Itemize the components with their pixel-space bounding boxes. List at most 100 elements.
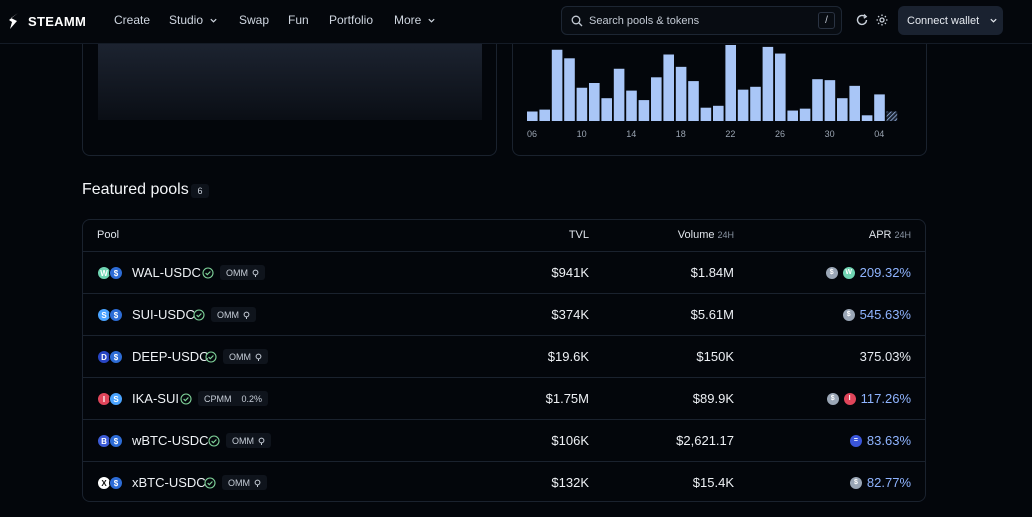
volume-bar[interactable] — [787, 110, 798, 121]
settings-icon[interactable] — [875, 13, 889, 27]
volume-bar[interactable] — [576, 87, 588, 121]
pool-pair-name[interactable]: wBTC-USDC — [132, 433, 209, 448]
pool-apr[interactable]: $ I 117.26% — [826, 391, 911, 406]
pool-type-badge: OMM — [222, 475, 267, 490]
volume-bar[interactable] — [700, 107, 712, 121]
x-tick-label: 10 — [577, 129, 587, 139]
volume-bar[interactable] — [527, 111, 538, 122]
volume-bar[interactable] — [601, 98, 612, 121]
table-row[interactable]: D $ DEEP-USDC OMM $19.6K $150K 375.03% — [83, 336, 925, 378]
nav-swap[interactable]: Swap — [239, 13, 269, 27]
token-icon: $ — [109, 434, 123, 448]
pool-type-label: OMM — [229, 351, 251, 362]
volume-bar[interactable] — [737, 89, 749, 121]
reward-token-icon: $ — [849, 476, 862, 489]
volume-bar[interactable] — [539, 109, 550, 121]
pair-token-icons: B $ — [97, 434, 125, 448]
pool-tvl: $374K — [551, 307, 589, 322]
quoter-icon — [254, 479, 261, 487]
volume-chart-panel: 06 10 14 18 22 26 30 04 — [512, 44, 927, 156]
table-row[interactable]: W $ WAL-USDC OMM $941K $1.84M $ W 209.32% — [83, 252, 925, 294]
search-input[interactable]: Search pools & tokens / — [561, 6, 842, 35]
pool-apr[interactable]: $ 545.63% — [842, 307, 911, 322]
nav-studio[interactable]: Studio — [169, 13, 218, 27]
col-apr-sub: 24H — [894, 230, 911, 240]
pool-pair-name[interactable]: SUI-USDC — [132, 307, 195, 322]
volume-bar[interactable] — [551, 49, 563, 121]
refresh-icon[interactable] — [855, 13, 869, 27]
volume-bar[interactable] — [688, 81, 699, 121]
pool-apr[interactable]: $ 82.77% — [849, 475, 911, 490]
nav-portfolio[interactable]: Portfolio — [329, 13, 373, 27]
volume-bar[interactable] — [663, 54, 674, 122]
volume-bar[interactable] — [589, 83, 600, 121]
volume-bar[interactable] — [775, 53, 786, 121]
pool-pair-name[interactable]: xBTC-USDC — [132, 475, 206, 490]
col-pool[interactable]: Pool — [97, 229, 120, 241]
volume-bar[interactable] — [638, 100, 650, 121]
pool-apr[interactable]: 375.03% — [860, 349, 911, 364]
volume-bar[interactable] — [651, 77, 662, 121]
pool-type-badge: OMM — [223, 349, 268, 364]
nav-studio-label: Studio — [169, 13, 204, 27]
volume-bar-pending[interactable] — [886, 111, 898, 122]
volume-bar[interactable] — [626, 90, 637, 121]
pool-apr[interactable]: = 83.63% — [849, 433, 911, 448]
table-row[interactable]: X $ xBTC-USDC OMM $132K $15.4K $ 82.77% — [83, 462, 925, 501]
table-row[interactable]: B $ wBTC-USDC OMM $106K $2,621.17 = 83.63… — [83, 420, 925, 462]
volume-bar[interactable] — [874, 94, 885, 121]
pool-tvl: $941K — [551, 265, 589, 280]
nav-portfolio-label: Portfolio — [329, 13, 374, 27]
volume-bar[interactable] — [713, 105, 724, 121]
nav-fun[interactable]: Fun — [288, 13, 309, 27]
token-icon: $ — [109, 476, 123, 490]
volume-bar[interactable] — [837, 98, 848, 121]
x-tick-label: 26 — [775, 129, 785, 139]
table-row[interactable]: S $ SUI-USDC OMM $374K $5.61M $ 545.63% — [83, 294, 925, 336]
connect-wallet-button[interactable]: Connect wallet — [898, 6, 1003, 35]
volume-bar[interactable] — [849, 85, 860, 121]
pool-type-label: OMM — [226, 267, 248, 278]
volume-bar[interactable] — [675, 66, 687, 121]
volume-bar[interactable] — [861, 115, 873, 121]
quoter-icon — [255, 353, 262, 361]
nav-swap-label: Swap — [239, 13, 270, 27]
col-tvl[interactable]: TVL — [568, 229, 589, 241]
x-tick-label: 18 — [676, 129, 686, 139]
pool-type-badge: OMM — [211, 307, 256, 322]
pool-apr[interactable]: $ W 209.32% — [825, 265, 911, 280]
nav-create[interactable]: Create — [114, 13, 150, 27]
volume-bar[interactable] — [812, 79, 823, 121]
volume-bar[interactable] — [762, 46, 774, 121]
pool-apr-value: 82.77% — [866, 475, 911, 490]
volume-bar[interactable] — [725, 45, 736, 121]
volume-bar[interactable] — [564, 58, 575, 121]
verified-check-icon — [208, 435, 220, 447]
x-tick-label: 14 — [626, 129, 636, 139]
brand-logo[interactable]: STEAMM — [8, 12, 86, 30]
pool-pair-name[interactable]: WAL-USDC — [132, 265, 201, 280]
chevron-down-icon — [428, 18, 435, 23]
volume-bar[interactable] — [799, 108, 811, 121]
pool-pair-name[interactable]: IKA-SUI — [132, 391, 179, 406]
nav-more[interactable]: More — [394, 13, 436, 27]
pool-type-badge: OMM — [226, 433, 271, 448]
pool-volume: $15.4K — [692, 475, 734, 490]
pool-apr-value: 545.63% — [859, 307, 911, 322]
pool-volume: $2,621.17 — [676, 433, 734, 448]
col-apr[interactable]: APR 24H — [869, 229, 911, 241]
pair-token-icons: W $ — [97, 266, 125, 280]
pair-token-icons: S $ — [97, 308, 125, 322]
verified-check-icon — [205, 351, 217, 363]
pair-token-icons: X $ — [97, 476, 125, 490]
verified-check-icon — [180, 393, 192, 405]
x-tick-label: 22 — [725, 129, 735, 139]
col-volume[interactable]: Volume 24H — [678, 229, 734, 241]
volume-bar[interactable] — [613, 68, 625, 121]
volume-bar[interactable] — [750, 86, 761, 121]
brand-name: STEAMM — [28, 13, 87, 29]
volume-bar[interactable] — [824, 80, 836, 121]
pool-pair-name[interactable]: DEEP-USDC — [132, 349, 209, 364]
